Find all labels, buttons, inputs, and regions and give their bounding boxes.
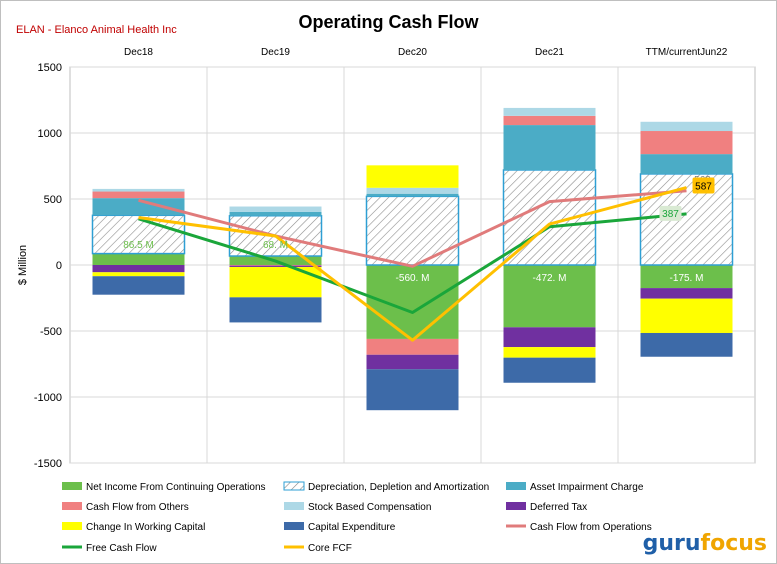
legend-label: Free Cash Flow [86,543,157,554]
bar-segment [229,206,322,212]
legend-label: Capital Expenditure [308,522,396,533]
bar-segment [92,272,185,277]
bar-data-label: -472. M [533,273,567,284]
bar-segment [92,198,185,216]
legend-swatch [506,502,526,510]
legend-label: Change In Working Capital [86,522,205,533]
bar-segment [640,154,733,174]
bar-segment [503,107,596,116]
bar-data-label: 86.5 M [123,240,154,251]
chart-title: Operating Cash Flow [298,12,479,32]
brand-part-2: focus [700,531,767,556]
y-tick-label: -1000 [34,392,62,404]
bar-segment [366,187,459,194]
y-tick-label: 500 [44,194,62,206]
legend-swatch [284,502,304,510]
bar-segment [92,265,185,273]
legend-swatch [284,522,304,530]
bar-data-label: -175. M [670,273,704,284]
bar-segment [640,298,733,333]
category-label: Dec18 [124,47,153,58]
legend-label: Net Income From Continuing Operations [86,482,266,493]
brand-part-1: guru [642,531,701,556]
end-label-badge [659,205,682,221]
bar-segment [503,115,596,126]
line-end-label: 387 [662,209,679,220]
bar-segment [229,265,322,267]
legend-label: Deferred Tax [530,502,587,513]
bar-segment [503,125,596,170]
gurufocus-logo: gurufocus [643,531,767,556]
bar-segment [503,265,596,328]
bar-segment [640,121,733,132]
bar-segment [366,354,459,370]
legend-swatch [62,502,82,510]
bar-segment [229,211,322,216]
legend-swatch [283,481,305,491]
legend-label: Cash Flow from Others [86,502,189,513]
y-tick-label: -500 [40,326,62,338]
bar-segment [640,265,733,289]
bar-segment [229,265,322,266]
y-tick-label: 1000 [38,128,62,140]
end-label-badge [692,177,715,194]
bar-segment [92,253,185,265]
bar-segment [366,338,459,355]
line-series [138,186,687,342]
bar-segment [229,297,322,323]
bar-segment [92,276,185,295]
category-label: Dec19 [261,47,290,58]
legend-label: Stock Based Compensation [308,502,431,513]
bar-segment [366,193,459,197]
bar-segment [366,165,459,188]
bar-segment [640,288,733,299]
bar-segment [639,173,734,266]
bar-segment [640,332,733,357]
legend-swatch [506,482,526,490]
y-tick-label: 1500 [38,62,62,74]
legend-label: Core FCF [308,543,352,554]
y-tick-label: -1500 [34,458,62,470]
legend-swatch [62,482,82,490]
legend-label: Depreciation, Depletion and Amortization [308,482,489,493]
bar-segment [366,369,459,411]
legend-label: Cash Flow from Operations [530,522,652,533]
bar-segment [503,347,596,358]
bar-segment [503,327,596,348]
bar-segment [92,191,185,199]
category-label: Dec21 [535,47,564,58]
line-end-label: 587 [695,182,712,193]
line-series [138,212,687,315]
chart-subtitle: ELAN - Elanco Animal Health Inc [16,24,177,36]
legend-label: Asset Impairment Charge [530,482,644,493]
category-label: Dec20 [398,47,427,58]
y-tick-label: 0 [56,260,62,272]
bar-segment [365,195,460,266]
bar-segment [640,131,733,155]
line-series [138,189,687,268]
category-label: TTM/currentJun22 [646,47,728,58]
bar-data-label: -560. M [396,273,430,284]
bar-segment [229,266,322,298]
bar-segment [503,357,596,383]
y-axis-label: $ Million [17,245,29,285]
legend-swatch [62,522,82,530]
bar-segment [92,188,185,192]
bar-data-label: 68. M [263,240,288,251]
